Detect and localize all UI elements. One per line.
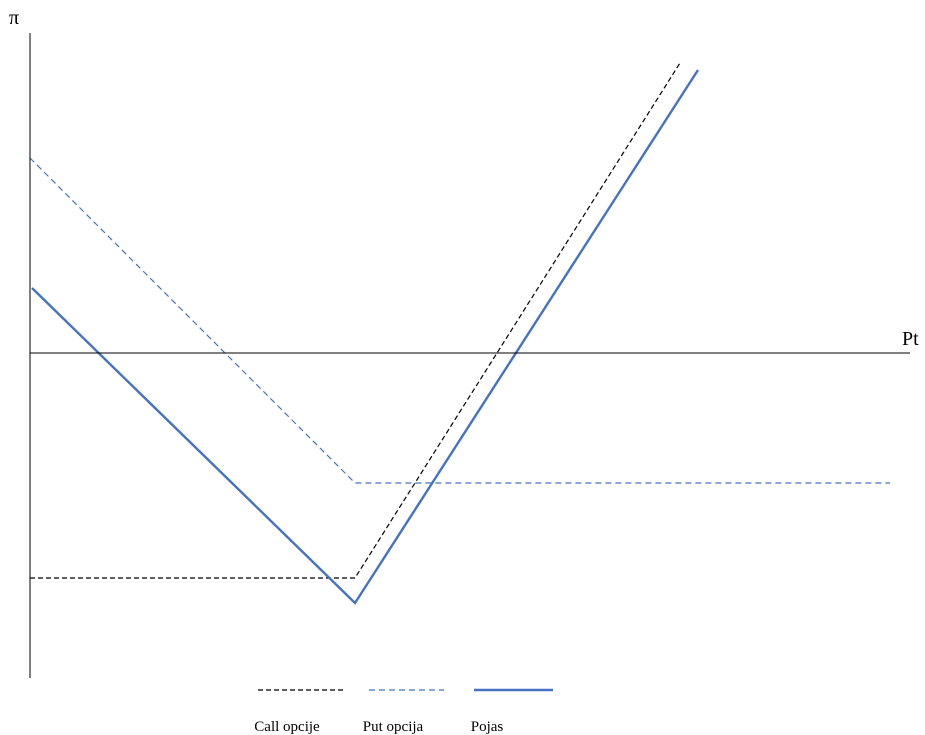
legend-label-put-opcija: Put opcija — [363, 719, 424, 735]
legend: Call opcije Put opcija Pojas — [254, 688, 553, 735]
legend-label-call-opcije: Call opcije — [254, 719, 320, 735]
y-axis-label: π — [9, 7, 19, 29]
legend-label-pojas: Pojas — [471, 719, 504, 735]
series-line-pojas — [31, 69, 700, 605]
series-layer — [29, 62, 890, 605]
series-line-call-opcije — [30, 62, 681, 579]
series-line-put-opcija — [29, 157, 890, 484]
x-axis-label: Pt — [902, 328, 919, 350]
